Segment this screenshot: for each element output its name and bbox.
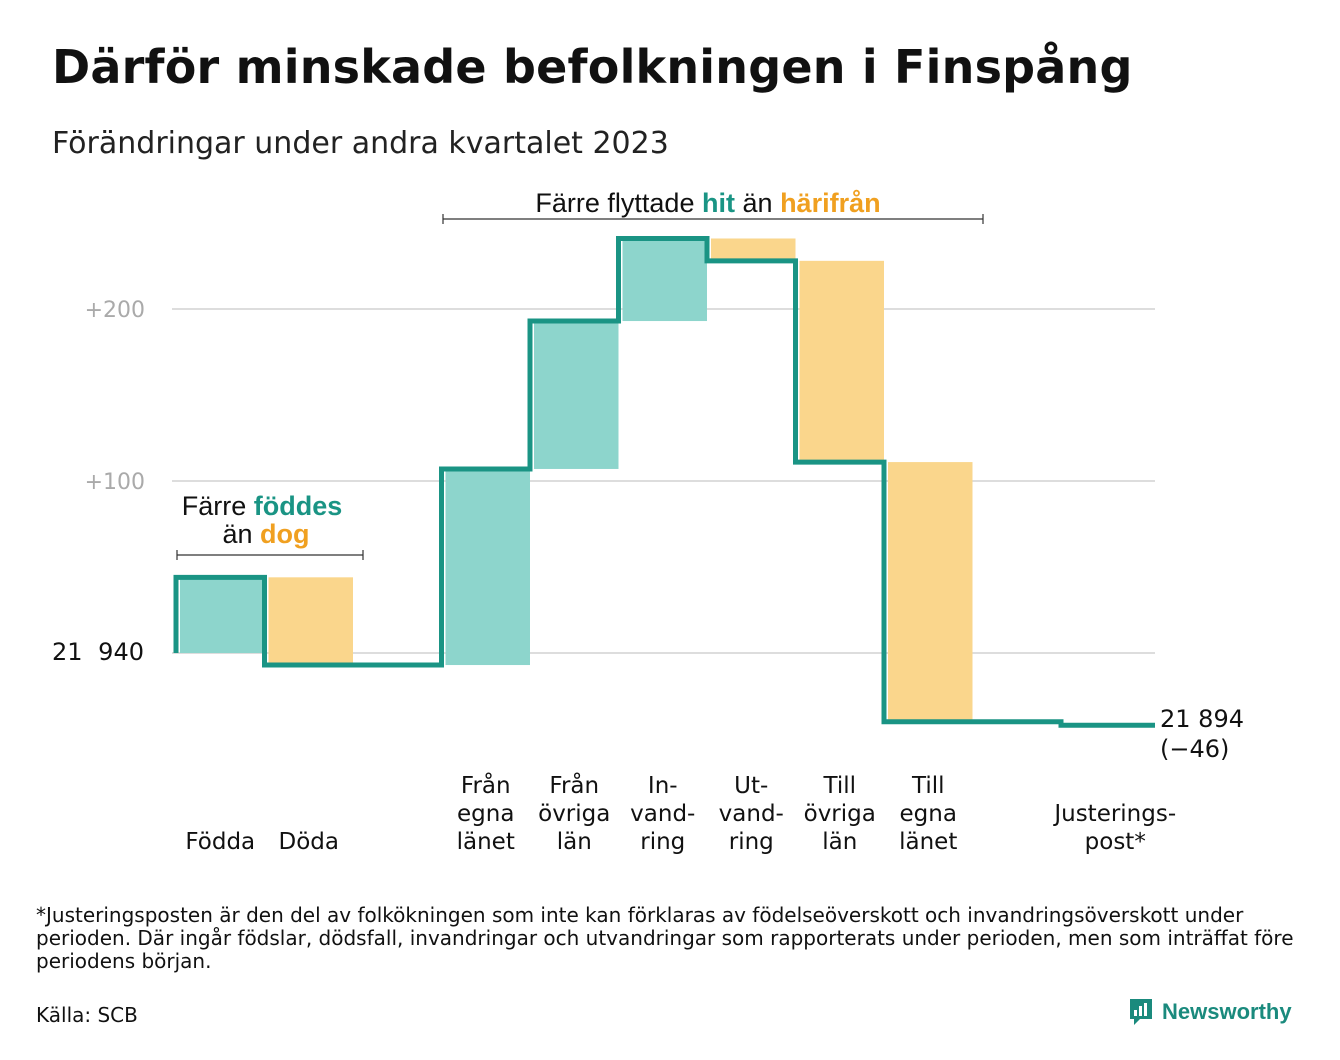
births-annotation-b: föddes (254, 491, 343, 521)
footnote: *Justeringsposten är den del av folkökni… (36, 903, 1294, 973)
bar-frånegnalänet (445, 468, 530, 666)
bar-födda (180, 577, 265, 653)
category-label: Ut- (734, 773, 768, 799)
category-label: vand- (630, 801, 695, 827)
bar-invandring (622, 238, 707, 322)
migration-annotation-c: än (743, 188, 773, 218)
births-bracket (176, 550, 364, 560)
cumulative-step-line (173, 235, 1155, 728)
category-label: Döda (279, 829, 339, 855)
category-label: post* (1085, 829, 1146, 855)
y-tick-label: +100 (85, 470, 145, 495)
bar-döda (268, 577, 353, 666)
category-label: övriga (538, 801, 610, 827)
bar-tillegnalänet (888, 462, 973, 722)
category-label: In- (648, 773, 678, 799)
bar-utvandring (711, 238, 796, 261)
y-tick-label: +200 (85, 298, 145, 323)
category-label: Till (911, 773, 945, 799)
category-label: övriga (804, 801, 876, 827)
births-annotation-line1: Färre föddes (182, 491, 343, 521)
bar-frånövrigalän (534, 321, 619, 469)
category-label: ring (729, 829, 774, 855)
bar-tillövrigalän (799, 260, 884, 463)
category-label: vand- (719, 801, 784, 827)
category-label: egna (457, 801, 514, 827)
births-annotation-a: Färre (182, 491, 247, 521)
brand-name: Newsworthy (1162, 999, 1292, 1024)
page-subtitle: Förändringar under andra kvartalet 2023 (52, 126, 669, 161)
category-labels: Födda DödaFrånegnalänetFrånövrigalänIn-va… (185, 771, 1176, 855)
category-label: län (557, 829, 592, 855)
births-annotation-d: dog (260, 519, 309, 549)
category-label: län (822, 829, 857, 855)
category-label: Från (549, 771, 599, 799)
bars (180, 238, 973, 722)
category-label: länet (899, 829, 957, 855)
page-title: Därför minskade befolkningen i Finspång (52, 40, 1133, 94)
category-label: Födda (185, 829, 255, 855)
newsworthy-logo-icon (1130, 999, 1152, 1025)
category-label: ring (640, 829, 685, 855)
category-label: Justerings- (1052, 801, 1176, 827)
migration-annotation-d: härifrån (780, 188, 881, 218)
start-value-label: 21 940 (52, 638, 144, 666)
y-tick-labels: +200 +100 (85, 298, 145, 495)
category-label: egna (900, 801, 957, 827)
migration-bracket (442, 214, 984, 224)
category-label: Från (461, 771, 511, 799)
category-label: länet (457, 829, 515, 855)
migration-annotation: Färre flyttade hit än härifrån (535, 188, 880, 218)
migration-annotation-a: Färre flyttade (535, 188, 694, 218)
births-annotation-line2: än dog (222, 519, 309, 549)
births-annotation-c: än (222, 519, 252, 549)
end-change-label: (−46) (1160, 735, 1229, 763)
migration-annotation-b: hit (702, 188, 735, 218)
newsworthy-logo: Newsworthy (1128, 997, 1292, 1027)
end-value-label: 21 894 (1160, 705, 1244, 733)
category-label: Till (822, 773, 856, 799)
source-label: Källa: SCB (36, 1003, 138, 1027)
